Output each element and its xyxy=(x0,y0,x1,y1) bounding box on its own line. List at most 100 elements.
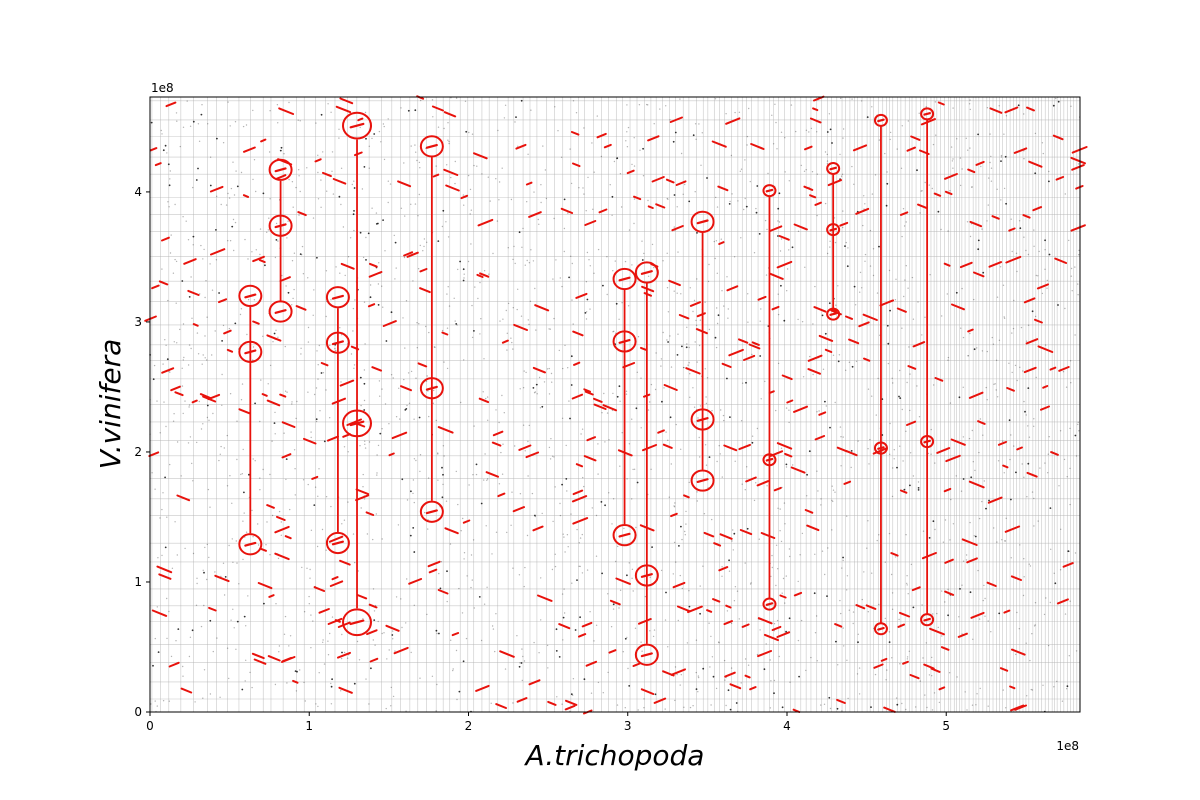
dot-point xyxy=(325,315,327,318)
highlight-segment xyxy=(244,349,257,355)
red-segment xyxy=(813,306,827,313)
x-offset-text: 1e8 xyxy=(1056,739,1079,753)
dot-point xyxy=(569,148,571,150)
dot-point xyxy=(952,167,954,169)
red-segment xyxy=(951,303,965,311)
dot-point xyxy=(565,444,567,447)
red-segment xyxy=(768,225,783,232)
dot-point xyxy=(996,296,999,298)
dot-point xyxy=(947,230,949,232)
dot-point xyxy=(220,445,222,448)
dot-point xyxy=(354,561,356,564)
red-segment xyxy=(804,509,814,514)
dot-point xyxy=(384,403,387,405)
dot-point xyxy=(409,534,412,537)
dot-point xyxy=(602,692,604,694)
dot-point xyxy=(746,144,748,146)
dot-point xyxy=(1057,100,1060,103)
dot-point xyxy=(778,221,781,223)
dot-point xyxy=(777,313,780,316)
dot-point xyxy=(358,659,361,661)
dot-point xyxy=(234,221,237,224)
dot-point xyxy=(286,237,288,239)
red-segment xyxy=(663,384,678,391)
red-segment xyxy=(547,700,557,706)
dot-point xyxy=(978,451,980,454)
dot-point xyxy=(852,611,855,613)
dot-point xyxy=(542,145,544,147)
dot-point xyxy=(625,393,628,395)
dot-point xyxy=(335,266,337,268)
red-segment xyxy=(148,451,160,457)
dot-point xyxy=(437,126,440,128)
dot-point xyxy=(225,204,228,206)
red-segment xyxy=(565,699,578,706)
dot-point xyxy=(507,247,509,249)
dot-point xyxy=(226,647,229,649)
dot-point xyxy=(330,505,332,508)
dot-point xyxy=(561,703,563,705)
dot-point xyxy=(1015,471,1017,474)
dot-point xyxy=(236,458,238,461)
dot-point xyxy=(495,531,498,533)
dot-point xyxy=(184,547,186,550)
dot-point xyxy=(961,584,963,586)
dot-point xyxy=(723,659,726,662)
red-segment xyxy=(806,524,820,532)
red-segment xyxy=(967,168,976,174)
dot-point xyxy=(362,473,364,476)
dot-point xyxy=(206,359,208,361)
red-segment xyxy=(168,661,180,668)
dot-point xyxy=(969,147,971,149)
dot-point xyxy=(1068,550,1070,552)
dot-point xyxy=(382,306,384,308)
dot-point xyxy=(269,198,271,200)
dot-point xyxy=(447,139,449,141)
dot-point xyxy=(475,463,478,466)
highlight-circle xyxy=(762,453,777,467)
y-offset-text: 1e8 xyxy=(151,81,174,95)
dot-point xyxy=(229,240,232,242)
dot-point xyxy=(289,635,292,637)
dot-point xyxy=(841,173,844,175)
dot-point xyxy=(779,250,782,252)
dot-point xyxy=(571,262,573,265)
dot-point xyxy=(651,243,654,246)
red-segment xyxy=(651,176,665,183)
dot-point xyxy=(563,612,566,614)
dot-point xyxy=(904,279,906,281)
dot-point xyxy=(840,97,842,100)
dot-point xyxy=(988,499,990,502)
dot-point xyxy=(378,130,381,133)
dot-point xyxy=(253,299,256,301)
dot-point xyxy=(523,585,525,588)
red-segment xyxy=(516,697,528,703)
red-segment xyxy=(1071,164,1085,171)
dot-point xyxy=(978,517,981,520)
red-segment xyxy=(879,299,894,307)
dot-point xyxy=(325,496,328,498)
dot-point xyxy=(1074,334,1076,336)
dot-point xyxy=(589,611,591,613)
dot-point xyxy=(169,178,171,180)
dot-point xyxy=(896,148,898,150)
dot-point xyxy=(432,116,434,118)
dot-point xyxy=(704,444,707,446)
red-segment xyxy=(295,305,307,311)
red-segment xyxy=(729,683,742,690)
dot-point xyxy=(905,430,907,432)
dot-point xyxy=(688,481,690,484)
red-segment xyxy=(1009,685,1016,690)
dot-point xyxy=(211,289,214,291)
dot-point xyxy=(387,201,389,204)
dot-point xyxy=(695,324,698,326)
red-segment xyxy=(475,684,490,692)
dot-point xyxy=(340,657,343,660)
dot-point xyxy=(519,493,522,495)
dot-point xyxy=(243,512,245,514)
dot-point xyxy=(731,540,733,542)
dot-point xyxy=(906,582,908,585)
dot-point xyxy=(705,396,707,398)
dot-point xyxy=(435,165,437,167)
